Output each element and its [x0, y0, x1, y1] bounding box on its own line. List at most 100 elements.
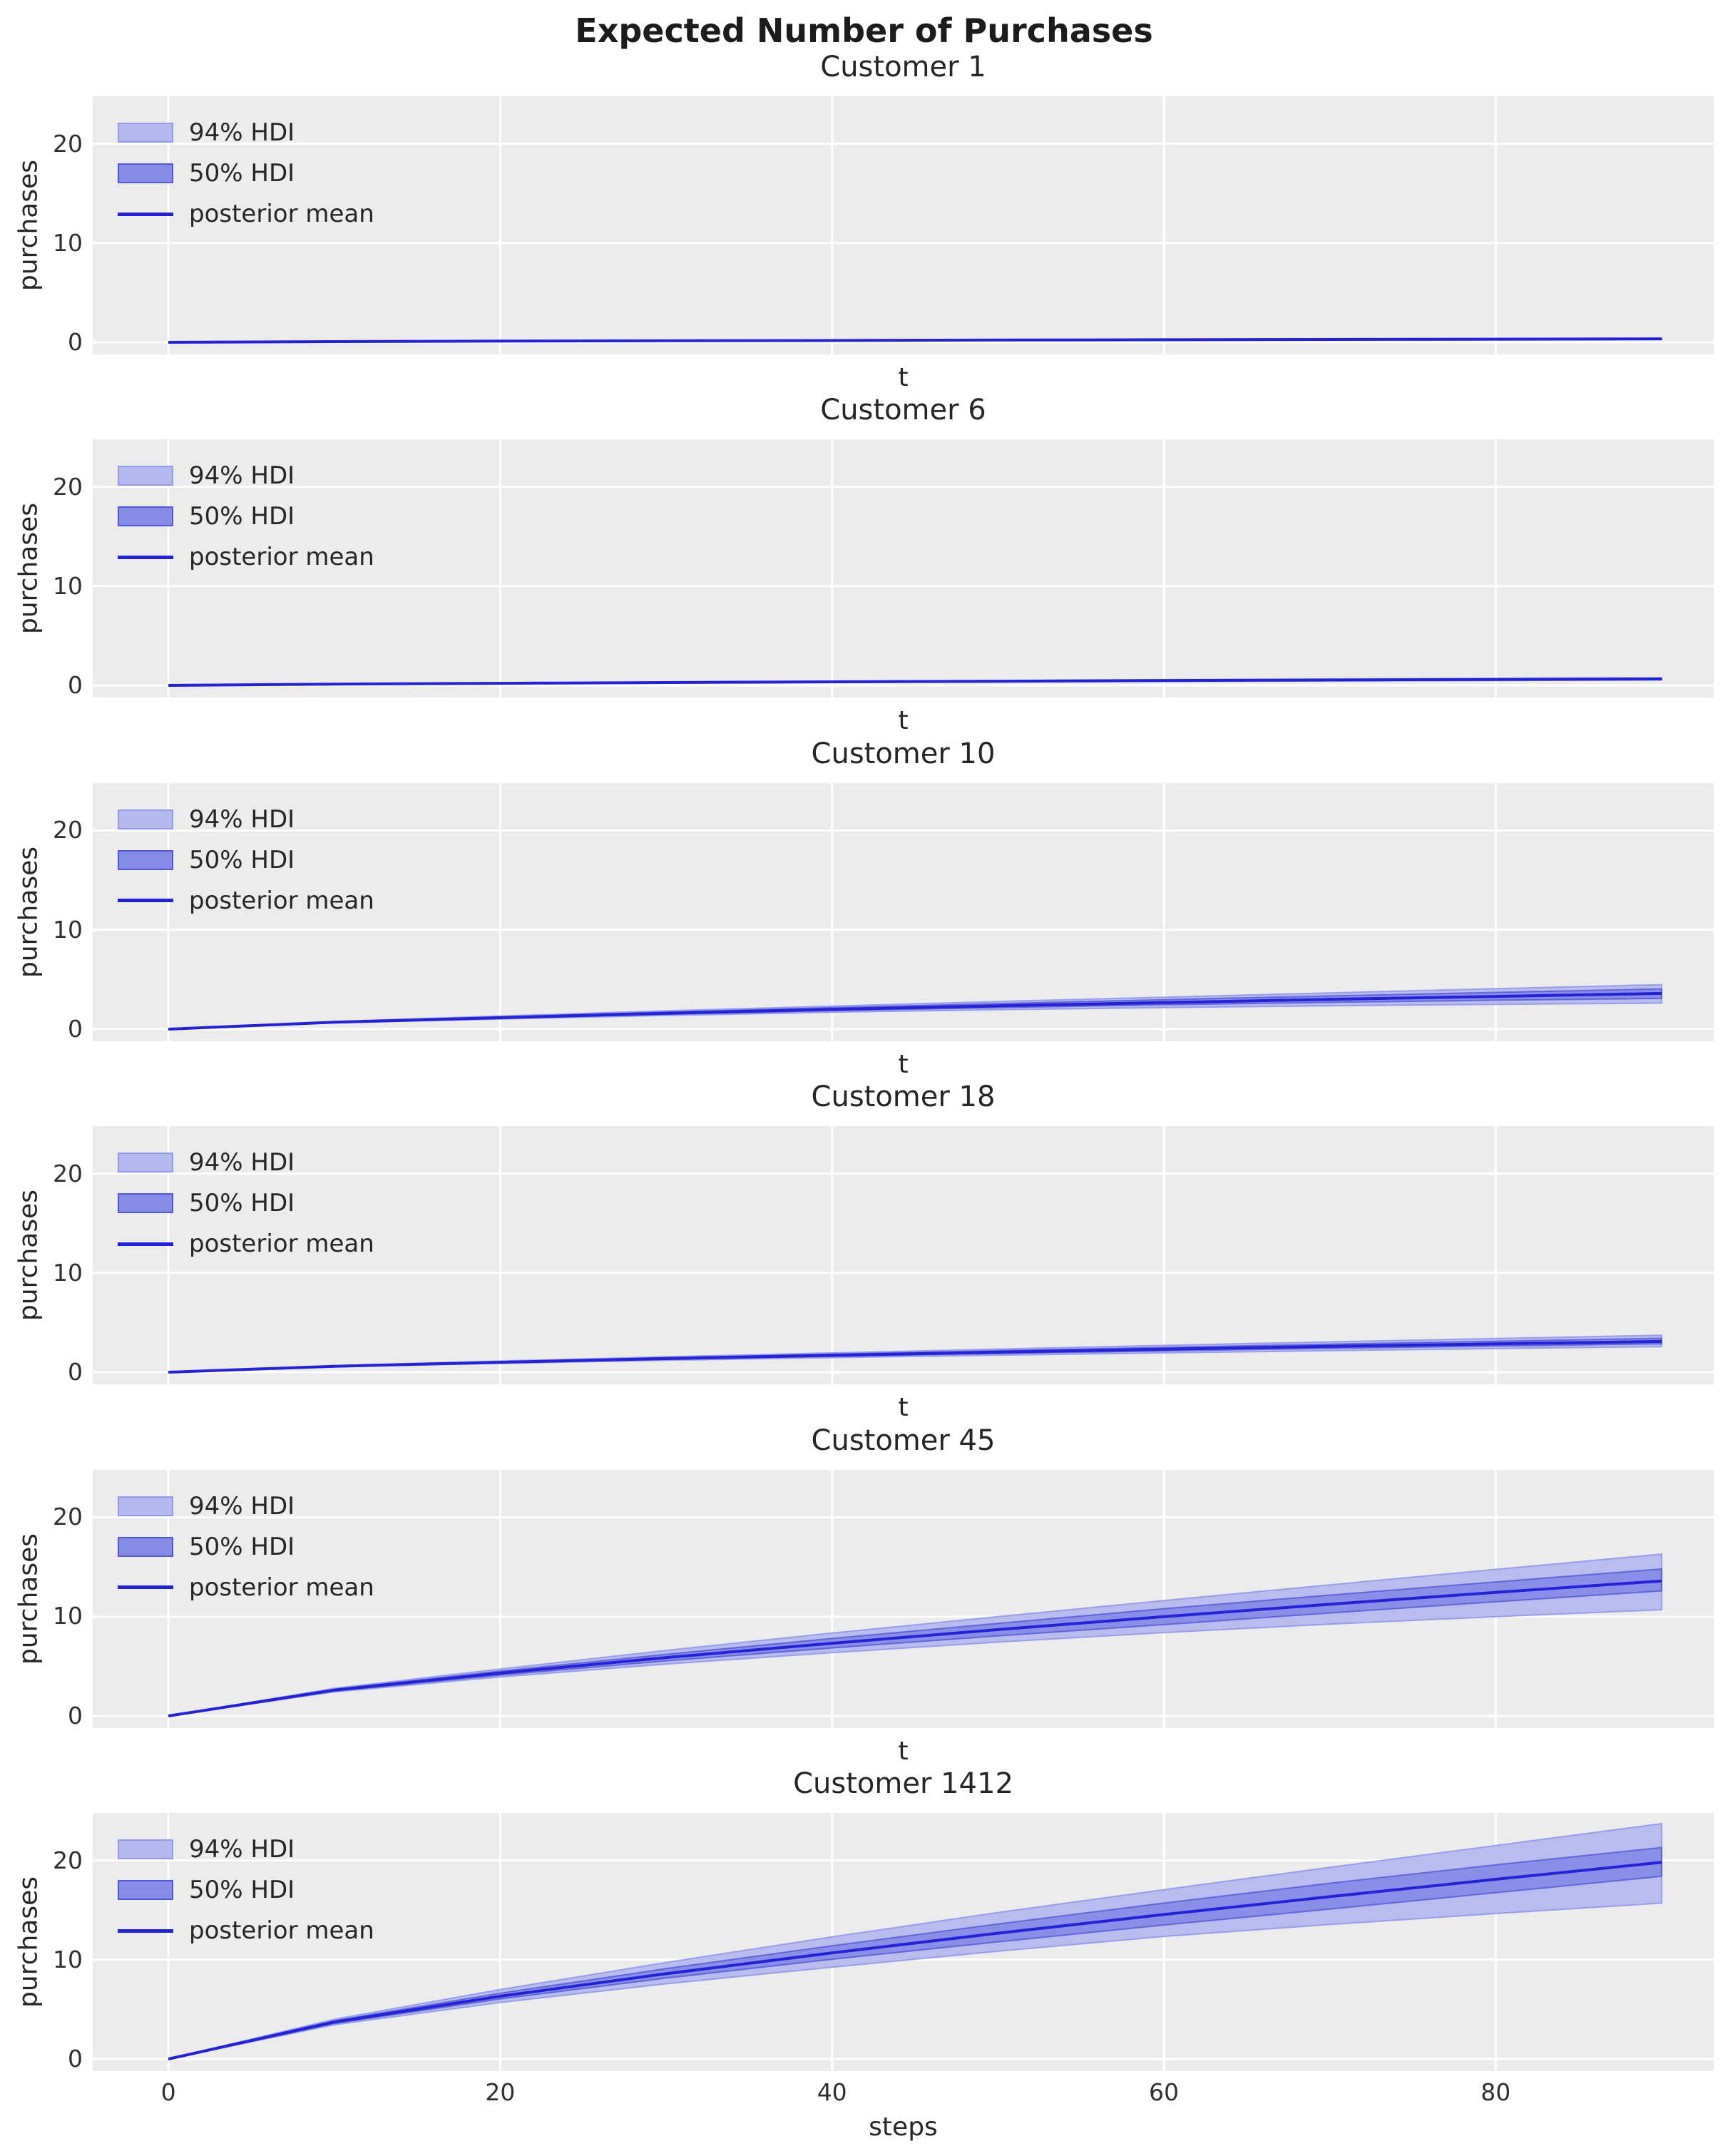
hdi94-swatch: [118, 123, 173, 143]
posterior-mean-line: [168, 1340, 1662, 1374]
subplot-canvas: [93, 782, 1714, 1041]
x-tick-label: 80: [1481, 2078, 1511, 2106]
hdi94-swatch: [118, 1839, 173, 1859]
legend-item: 94% HDI: [118, 1834, 295, 1865]
x-tick-label: 20: [485, 2078, 516, 2106]
x-tick-label: 0: [160, 2078, 176, 2106]
legend-label: posterior mean: [189, 200, 374, 228]
y-tick-label: 20: [53, 1159, 83, 1187]
hdi50-swatch: [118, 163, 173, 183]
y-axis-label-text: purchases: [14, 503, 44, 635]
posterior-mean-line: [168, 1579, 1662, 1717]
legend-label: posterior mean: [189, 1573, 374, 1602]
y-axis-label-text: purchases: [14, 1533, 44, 1665]
subplot-title: Customer 6: [820, 394, 986, 427]
x-axis-label: steps: [869, 2112, 938, 2142]
plot-area: 94% HDI 50% HDI posterior mean: [93, 96, 1714, 354]
x-tick-label: 60: [1148, 2078, 1179, 2106]
legend-item: 50% HDI: [118, 501, 295, 532]
subplot-title: Customer 1: [820, 51, 986, 83]
y-axis-label-text: purchases: [14, 846, 44, 978]
posterior-mean-line: [168, 1861, 1662, 2060]
hdi94-swatch: [118, 466, 173, 486]
y-tick-label: 20: [53, 129, 83, 158]
hdi50-swatch: [118, 1193, 173, 1214]
subplot-title: Customer 1412: [793, 1767, 1013, 1800]
x-axis-label: t: [898, 706, 909, 736]
legend-item: 50% HDI: [118, 844, 295, 876]
posterior-mean-line: [168, 337, 1662, 344]
legend-label: posterior mean: [189, 1916, 374, 1945]
x-tick-label: 40: [817, 2078, 847, 2106]
figure-title: Expected Number of Purchases: [575, 11, 1153, 50]
y-tick-label: 20: [53, 1503, 83, 1531]
legend-label: 50% HDI: [189, 1532, 295, 1561]
subplot-title: Customer 18: [811, 1080, 996, 1114]
legend-label: 94% HDI: [189, 1835, 295, 1864]
legend-label: posterior mean: [189, 1230, 374, 1259]
legend-item: 50% HDI: [118, 1531, 295, 1563]
subplot-title: Customer 45: [811, 1424, 996, 1457]
legend-item: 94% HDI: [118, 1491, 295, 1522]
legend-label: 50% HDI: [189, 159, 295, 188]
x-axis-label: t: [898, 1393, 909, 1423]
legend-label: 50% HDI: [189, 1876, 295, 1904]
legend-label: 94% HDI: [189, 804, 295, 834]
posterior-mean-line: [168, 991, 1662, 1031]
y-tick-label: 0: [68, 671, 83, 700]
hdi94-swatch: [118, 1153, 173, 1173]
legend-item: 94% HDI: [118, 804, 295, 835]
plot-area: 94% HDI 50% HDI posterior mean: [93, 439, 1714, 698]
y-tick-label: 0: [68, 1014, 83, 1043]
y-tick-label: 10: [53, 572, 83, 601]
posterior-mean-line: [168, 678, 1662, 688]
legend-item: posterior mean: [118, 1228, 374, 1260]
y-tick-label: 20: [53, 1846, 83, 1874]
hdi50-swatch: [118, 1880, 173, 1900]
legend-label: 50% HDI: [189, 1189, 295, 1218]
legend-item: 50% HDI: [118, 1187, 295, 1219]
y-tick-label: 20: [53, 472, 83, 501]
subplot-canvas: [93, 1126, 1714, 1385]
y-tick-label: 0: [68, 2045, 83, 2073]
y-tick-label: 10: [53, 1945, 83, 1973]
hdi-50-band: [168, 988, 1662, 1030]
y-tick-label: 10: [53, 1602, 83, 1630]
legend-label: 94% HDI: [189, 461, 295, 491]
legend-item: posterior mean: [118, 1572, 374, 1603]
subplot-title: Customer 10: [811, 737, 996, 770]
legend-item: 94% HDI: [118, 117, 295, 148]
y-axis-label-text: purchases: [14, 159, 44, 292]
legend-label: 94% HDI: [189, 1148, 295, 1177]
legend-item: posterior mean: [118, 885, 374, 916]
plot-area: 94% HDI 50% HDI posterior mean: [93, 1126, 1714, 1385]
legend-label: 94% HDI: [189, 1491, 295, 1521]
x-axis-label: t: [898, 1736, 909, 1766]
posterior-mean-swatch: [118, 1585, 173, 1590]
legend-label: 50% HDI: [189, 845, 295, 874]
legend-item: posterior mean: [118, 1915, 374, 1946]
hdi50-swatch: [118, 506, 173, 527]
hdi94-swatch: [118, 809, 173, 829]
posterior-mean-swatch: [118, 212, 173, 216]
x-axis-label: t: [898, 363, 909, 392]
legend-item: 94% HDI: [118, 1147, 295, 1178]
y-tick-label: 10: [53, 1258, 83, 1287]
y-axis-label-text: purchases: [14, 1190, 44, 1322]
posterior-mean-swatch: [118, 555, 173, 559]
hdi50-swatch: [118, 849, 173, 870]
plot-area: 94% HDI 50% HDI posterior mean: [93, 1469, 1714, 1728]
y-tick-label: 0: [68, 1358, 83, 1386]
posterior-mean-swatch: [118, 899, 173, 903]
subplot-canvas: [93, 96, 1714, 354]
x-axis-label: t: [898, 1049, 909, 1079]
y-tick-label: 0: [68, 1701, 83, 1730]
legend-item: 50% HDI: [118, 158, 295, 189]
legend-label: 50% HDI: [189, 502, 295, 531]
legend-item: posterior mean: [118, 541, 374, 573]
subplot-canvas: [93, 1813, 1714, 2071]
legend-item: posterior mean: [118, 198, 374, 230]
y-axis-label-text: purchases: [14, 1876, 44, 2008]
legend-label: posterior mean: [189, 543, 374, 572]
